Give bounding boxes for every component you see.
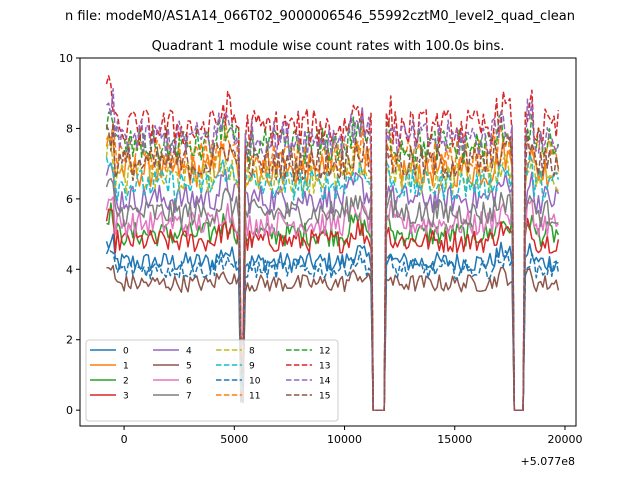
legend-label-9: 9	[249, 362, 255, 372]
legend-label-7: 7	[186, 392, 192, 402]
y-tick-label: 6	[66, 193, 73, 206]
x-tick-label: 15000	[437, 433, 472, 446]
legend-frame	[85, 339, 339, 422]
y-tick-label: 0	[66, 404, 73, 417]
series-line-12	[105, 111, 560, 411]
plot-frame	[79, 57, 577, 427]
series-line-15	[105, 122, 560, 411]
x-tick-label: 0	[121, 433, 128, 446]
y-tick-label: 8	[66, 122, 73, 135]
legend-label-6: 6	[186, 377, 192, 387]
y-tick-label: 4	[66, 263, 73, 276]
x-axis: 0 5000 10000 15000 20000	[121, 426, 582, 446]
legend-label-15: 15	[319, 392, 330, 402]
legend-label-14: 14	[319, 377, 331, 387]
x-tick-label: 20000	[547, 433, 582, 446]
legend-label-8: 8	[249, 347, 255, 357]
y-axis: 0 2 4 6 8 10	[59, 52, 80, 417]
legend-label-3: 3	[123, 392, 129, 402]
series-line-7	[105, 177, 559, 411]
legend-label-0: 0	[123, 347, 129, 357]
legend-label-13: 13	[319, 362, 330, 372]
legend-label-2: 2	[123, 377, 129, 387]
series-line-8	[105, 133, 560, 411]
legend-label-5: 5	[186, 362, 192, 372]
series-line-10	[105, 247, 560, 411]
x-tick-label: 10000	[327, 433, 362, 446]
series-line-14	[106, 88, 560, 411]
y-tick-label: 2	[66, 334, 73, 347]
legend-label-1: 1	[123, 362, 129, 372]
legend-label-10: 10	[249, 377, 261, 387]
series-line-5	[106, 264, 560, 411]
figure-suptitle: n file: modeM0/AS1A14_066T02_9000006546_…	[65, 9, 575, 24]
legend-label-11: 11	[249, 392, 260, 402]
x-offset-label: +5.077e8	[521, 455, 575, 468]
y-tick-label: 10	[59, 52, 73, 65]
legend-label-12: 12	[319, 347, 330, 357]
series-line-3	[105, 208, 560, 411]
x-tick-label: 5000	[220, 433, 248, 446]
chart-title: Quadrant 1 module wise count rates with …	[152, 39, 505, 54]
series-layer	[105, 75, 560, 411]
legend-label-4: 4	[186, 347, 192, 357]
